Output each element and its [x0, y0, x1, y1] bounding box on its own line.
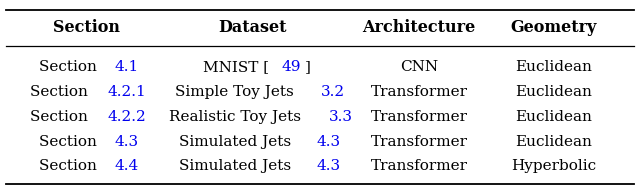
Text: 3.3: 3.3 — [329, 110, 353, 124]
Text: Geometry: Geometry — [511, 19, 596, 36]
Text: 4.3: 4.3 — [316, 135, 340, 149]
Text: Euclidean: Euclidean — [515, 135, 592, 149]
Text: 3.2: 3.2 — [321, 85, 344, 99]
Text: 4.3: 4.3 — [316, 159, 340, 173]
Text: Transformer: Transformer — [371, 85, 468, 99]
Text: Transformer: Transformer — [371, 159, 468, 173]
Text: 49: 49 — [282, 60, 301, 74]
Text: Transformer: Transformer — [371, 135, 468, 149]
Text: 4.2.1: 4.2.1 — [108, 85, 147, 99]
Text: Simulated Jets: Simulated Jets — [179, 135, 296, 149]
Text: Section: Section — [40, 135, 102, 149]
Text: Hyperbolic: Hyperbolic — [511, 159, 596, 173]
Text: CNN: CNN — [400, 60, 438, 74]
Text: Realistic Toy Jets: Realistic Toy Jets — [169, 110, 306, 124]
Text: Transformer: Transformer — [371, 110, 468, 124]
Text: MNIST [: MNIST [ — [204, 60, 269, 74]
Text: Simulated Jets: Simulated Jets — [179, 159, 296, 173]
Text: Euclidean: Euclidean — [515, 85, 592, 99]
Text: Dataset: Dataset — [218, 19, 287, 36]
Text: Section: Section — [30, 110, 93, 124]
Text: ]: ] — [305, 60, 311, 74]
Text: 4.4: 4.4 — [115, 159, 139, 173]
Text: 4.3: 4.3 — [115, 135, 139, 149]
Text: Architecture: Architecture — [363, 19, 476, 36]
Text: 4.2.2: 4.2.2 — [108, 110, 147, 124]
Text: Section: Section — [40, 159, 102, 173]
Text: Euclidean: Euclidean — [515, 60, 592, 74]
Text: Simple Toy Jets: Simple Toy Jets — [175, 85, 299, 99]
Text: Euclidean: Euclidean — [515, 110, 592, 124]
Text: Section: Section — [53, 19, 120, 36]
Text: Section: Section — [40, 60, 102, 74]
Text: Section: Section — [30, 85, 93, 99]
Text: 4.1: 4.1 — [115, 60, 139, 74]
